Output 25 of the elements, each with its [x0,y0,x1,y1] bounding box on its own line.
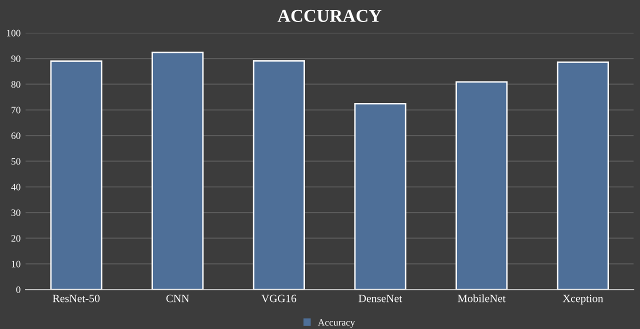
y-tick-label: 50 [12,158,20,165]
chart-title: ACCURACY [278,10,382,22]
y-tick-label: 70 [12,106,20,114]
y-tick-label: 60 [11,132,20,140]
bar [50,60,102,290]
x-tick-label: Xception [562,294,604,304]
bar [556,61,609,290]
y-tick-label: 90 [11,55,20,62]
bar [152,52,204,290]
y-tick-label: 30 [11,209,20,216]
y-tick-label: 80 [11,81,20,88]
bar [252,60,305,290]
x-tick-label: CNN [166,294,190,302]
legend-label: Accuracy [318,319,355,328]
x-tick-label: MobileNet [458,294,506,302]
bar [456,81,508,290]
y-tick-label: 20 [11,235,20,242]
x-tick-label: VGG16 [261,294,296,302]
y-tick-label: 100 [7,30,20,36]
y-tick-label: 0 [16,286,20,293]
bar [354,103,406,290]
y-tick-label: 40 [11,184,20,190]
x-tick-label: DenseNet [358,294,402,302]
x-tick-label: ResNet-50 [52,294,100,302]
y-tick-label: 10 [12,260,20,268]
